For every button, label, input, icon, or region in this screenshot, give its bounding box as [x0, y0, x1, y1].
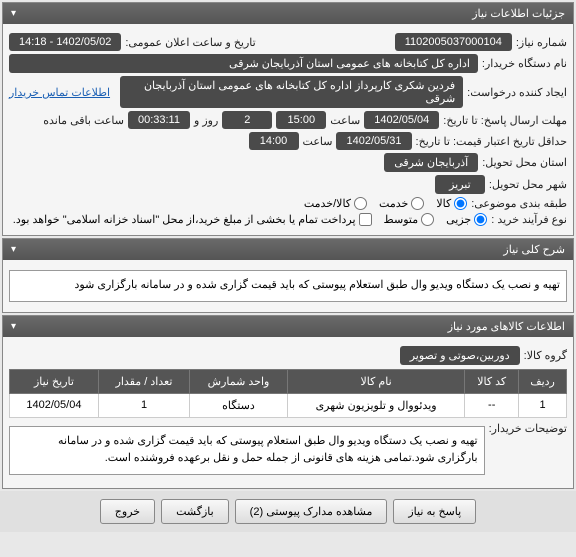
panel3-body: گروه کالا: دوربین،صوتی و تصویر ردیف کد ک…: [3, 337, 573, 488]
col-row: ردیف: [519, 369, 567, 393]
min-valid-time: 14:00: [249, 132, 299, 150]
back-button[interactable]: بازگشت: [161, 499, 229, 524]
purchase-type-group: جزیی متوسط پرداخت تمام یا بخشی از مبلغ خ…: [13, 213, 487, 226]
days-value: 2: [222, 111, 272, 129]
cell-code: --: [465, 393, 519, 417]
group-value: دوربین،صوتی و تصویر: [400, 346, 520, 365]
deadline-date: 1402/05/04: [364, 111, 439, 129]
need-no-value: 1102005037000104: [395, 33, 512, 51]
footer-buttons: پاسخ به نیاز مشاهده مدارک پیوستی (2) باز…: [0, 491, 576, 532]
buyer-notes: تهیه و نصب یک دستگاه ویدیو وال طبق استعل…: [9, 426, 485, 475]
pt-medium-radio[interactable]: متوسط: [384, 213, 435, 226]
chevron-icon[interactable]: ▾: [11, 321, 16, 332]
remain-label: ساعت باقی مانده: [43, 114, 124, 127]
pt-medium-input[interactable]: [421, 213, 434, 226]
panel2-header: شرح کلی نیاز ▾: [3, 239, 573, 260]
city-value: تبریز: [435, 175, 485, 194]
cat-both-radio[interactable]: کالا/خدمت: [304, 197, 367, 210]
cat-goods-input[interactable]: [454, 197, 467, 210]
pt-partial-input[interactable]: [474, 213, 487, 226]
panel3-title: اطلاعات کالاهای مورد نیاز: [448, 320, 565, 333]
buyer-org-label: نام دستگاه خریدار:: [482, 57, 567, 70]
chevron-icon[interactable]: ▾: [11, 8, 16, 19]
cat-both-input[interactable]: [354, 197, 367, 210]
col-name: نام کالا: [287, 369, 465, 393]
col-code: کد کالا: [465, 369, 519, 393]
cell-unit: دستگاه: [190, 393, 288, 417]
remain-value: 00:33:11: [128, 111, 190, 129]
purchase-type-label: نوع فرآیند خرید :: [491, 213, 567, 226]
cat-service-radio[interactable]: خدمت: [379, 197, 424, 210]
need-no-label: شماره نیاز:: [516, 36, 567, 49]
pt-partial-label: جزیی: [446, 213, 471, 226]
province-value: آذربایجان شرقی: [384, 153, 478, 172]
buyer-org-value: اداره کل کتابخانه های عمومی استان آذربای…: [9, 54, 478, 73]
need-details-panel: جزئیات اطلاعات نیاز ▾ شماره نیاز: 110200…: [2, 2, 574, 236]
days-label: روز و: [194, 114, 218, 127]
pt-note-label: پرداخت تمام یا بخشی از مبلغ خرید،از محل …: [13, 213, 356, 226]
creator-label: ایجاد کننده درخواست:: [467, 86, 567, 99]
cat-service-label: خدمت: [379, 197, 408, 210]
need-summary-panel: شرح کلی نیاز ▾ تهیه و نصب یک دستگاه ویدی…: [2, 238, 574, 313]
col-date: تاریخ نیاز: [10, 369, 99, 393]
announce-value: 1402/05/02 - 14:18: [9, 33, 121, 51]
announce-label: تاریخ و ساعت اعلان عمومی:: [125, 36, 255, 49]
col-unit: واحد شمارش: [190, 369, 288, 393]
need-desc: تهیه و نصب یک دستگاه ویدیو وال طبق استعل…: [9, 270, 567, 302]
deadline-time: 15:00: [276, 111, 326, 129]
pt-note-check[interactable]: پرداخت تمام یا بخشی از مبلغ خرید،از محل …: [13, 213, 372, 226]
cat-both-label: کالا/خدمت: [304, 197, 351, 210]
panel2-body: تهیه و نصب یک دستگاه ویدیو وال طبق استعل…: [3, 260, 573, 312]
group-label: گروه کالا:: [524, 349, 567, 362]
panel2-title: شرح کلی نیاز: [503, 243, 565, 256]
chevron-icon[interactable]: ▾: [11, 244, 16, 255]
deadline-label: مهلت ارسال پاسخ: تا تاریخ:: [443, 114, 567, 127]
min-valid-date: 1402/05/31: [336, 132, 411, 150]
panel1-header: جزئیات اطلاعات نیاز ▾: [3, 3, 573, 24]
category-radio-group: کالا خدمت کالا/خدمت: [304, 197, 467, 210]
table-row[interactable]: 1 -- ویدئووال و تلویزیون شهری دستگاه 1 1…: [10, 393, 567, 417]
city-label: شهر محل تحویل:: [489, 178, 567, 191]
exit-button[interactable]: خروج: [100, 499, 155, 524]
province-label: استان محل تحویل:: [482, 156, 567, 169]
buyer-contact-link[interactable]: اطلاعات تماس خریدار: [9, 86, 110, 99]
cell-date: 1402/05/04: [10, 393, 99, 417]
creator-value: فردین شکری کارپرداز اداره کل کتابخانه ها…: [120, 76, 463, 108]
respond-button[interactable]: پاسخ به نیاز: [393, 499, 476, 524]
buyer-notes-label: توضیحات خریدار:: [489, 422, 567, 435]
goods-table: ردیف کد کالا نام کالا واحد شمارش تعداد /…: [9, 369, 567, 418]
category-label: طبقه بندی موضوعی:: [471, 197, 567, 210]
min-valid-label: حداقل تاریخ اعتبار قیمت: تا تاریخ:: [416, 135, 567, 148]
cell-name: ویدئووال و تلویزیون شهری: [287, 393, 465, 417]
deadline-time-label: ساعت: [330, 114, 360, 127]
goods-info-panel: اطلاعات کالاهای مورد نیاز ▾ گروه کالا: د…: [2, 315, 574, 489]
min-valid-time-label: ساعت: [303, 135, 333, 148]
col-qty: تعداد / مقدار: [98, 369, 189, 393]
cat-goods-label: کالا: [436, 197, 451, 210]
panel3-header: اطلاعات کالاهای مورد نیاز ▾: [3, 316, 573, 337]
pt-partial-radio[interactable]: جزیی: [446, 213, 487, 226]
cat-goods-radio[interactable]: کالا: [436, 197, 467, 210]
cat-service-input[interactable]: [411, 197, 424, 210]
table-header-row: ردیف کد کالا نام کالا واحد شمارش تعداد /…: [10, 369, 567, 393]
cell-row: 1: [519, 393, 567, 417]
attachments-button[interactable]: مشاهده مدارک پیوستی (2): [235, 499, 388, 524]
pt-note-input[interactable]: [359, 213, 372, 226]
panel1-title: جزئیات اطلاعات نیاز: [472, 7, 565, 20]
cell-qty: 1: [98, 393, 189, 417]
pt-medium-label: متوسط: [384, 213, 419, 226]
panel1-body: شماره نیاز: 1102005037000104 تاریخ و ساع…: [3, 24, 573, 235]
